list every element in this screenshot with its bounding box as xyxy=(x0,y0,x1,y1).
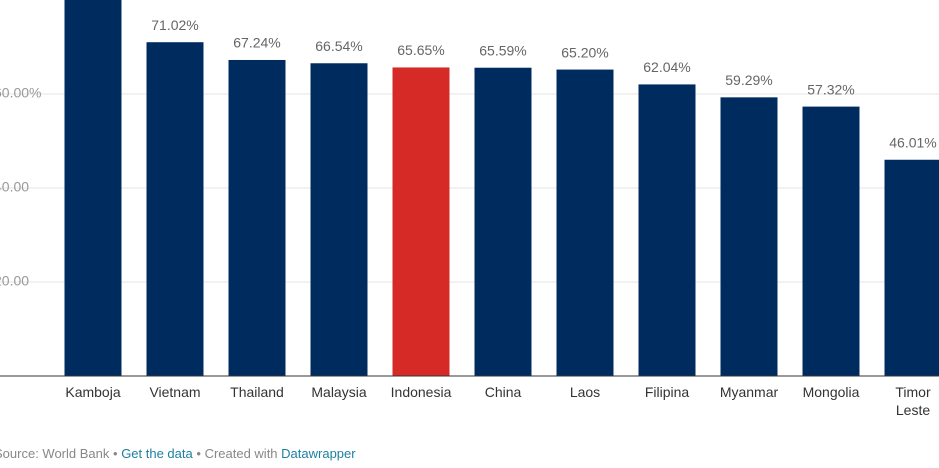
x-tick-label: China xyxy=(484,384,522,400)
bar xyxy=(392,67,450,376)
x-tick-label: Indonesia xyxy=(390,384,452,400)
value-label: 59.29% xyxy=(725,72,772,88)
value-label: 67.24% xyxy=(233,35,280,51)
x-tick-label: Kamboja xyxy=(65,384,121,400)
x-tick-label-box: Malaysia xyxy=(309,383,369,401)
credit: Created with xyxy=(204,446,278,461)
chart: 20.00 40.00 60.00% 71.02% 67.24% 66.54% 65.65%… xyxy=(0,0,939,377)
separator: • xyxy=(196,446,201,461)
x-tick-label-box: Laos xyxy=(555,383,615,401)
x-tick-label-box: Vietnam xyxy=(145,383,205,401)
bar xyxy=(146,42,204,377)
x-tick-label-box: Kamboja xyxy=(63,383,123,401)
bar xyxy=(556,69,614,376)
x-tick-label-box: Thailand xyxy=(227,383,287,401)
x-tick-label: Vietnam xyxy=(149,384,201,400)
x-tick-label: Myanmar xyxy=(719,384,779,400)
value-label: 46.01% xyxy=(889,134,936,150)
x-tick-label: Thailand xyxy=(230,384,284,400)
footer: Source: World Bank • Get the data • Crea… xyxy=(0,446,356,461)
x-tick-label-box: China xyxy=(473,383,533,401)
x-tick-label: Mongolia xyxy=(802,384,860,400)
bar xyxy=(474,67,532,377)
get-data-link[interactable]: Get the data xyxy=(121,446,193,461)
value-label: 65.20% xyxy=(561,44,608,60)
y-tick-label: 40.00 xyxy=(0,179,29,195)
x-tick-label-box: Indonesia xyxy=(390,383,452,401)
x-tick-label: Timor Leste xyxy=(895,384,931,418)
value-label: 66.54% xyxy=(315,38,362,54)
x-tick-label-box: Filipina xyxy=(637,383,697,401)
bar xyxy=(884,159,939,376)
x-tick-label-box: Myanmar xyxy=(719,383,779,401)
datawrapper-link[interactable]: Datawrapper xyxy=(281,446,356,461)
value-label: 65.65% xyxy=(397,42,444,58)
value-label: 71.02% xyxy=(151,17,198,33)
value-label: 65.59% xyxy=(479,42,526,58)
bar xyxy=(802,106,860,376)
separator: • xyxy=(113,446,118,461)
x-tick-label-box: Mongolia xyxy=(801,383,861,401)
bar xyxy=(310,63,368,377)
bar xyxy=(638,84,696,377)
source: Source: World Bank xyxy=(0,446,110,461)
bar xyxy=(64,0,122,376)
value-label: 57.32% xyxy=(807,81,854,97)
bar xyxy=(228,59,286,377)
x-tick-label: Filipina xyxy=(644,384,690,400)
y-tick-label: 60.00% xyxy=(0,85,41,101)
value-label: 62.04% xyxy=(643,59,690,75)
x-tick-label: Laos xyxy=(569,384,601,400)
x-tick-label: Malaysia xyxy=(311,384,367,400)
y-tick-label: 20.00 xyxy=(0,273,29,289)
bar xyxy=(720,97,778,376)
x-tick-label-box: Timor Leste xyxy=(883,383,939,419)
